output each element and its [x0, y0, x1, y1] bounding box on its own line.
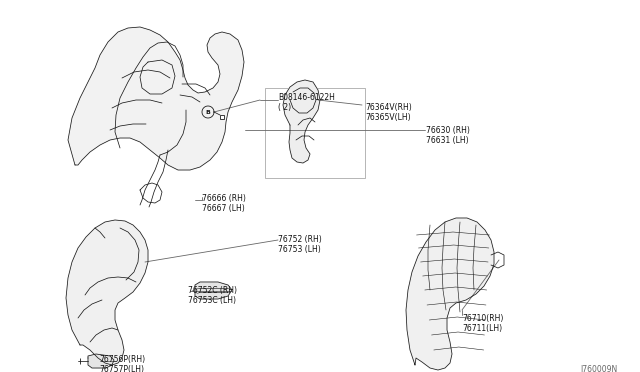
- Text: 76364V(RH)
76365V(LH): 76364V(RH) 76365V(LH): [365, 103, 412, 122]
- Polygon shape: [88, 354, 114, 368]
- Text: 76710(RH)
76711(LH): 76710(RH) 76711(LH): [462, 314, 504, 333]
- Text: 76630 (RH)
76631 (LH): 76630 (RH) 76631 (LH): [426, 126, 470, 145]
- Text: J760009N: J760009N: [580, 365, 617, 372]
- Polygon shape: [406, 218, 494, 370]
- Text: 76752C (RH)
76753C (LH): 76752C (RH) 76753C (LH): [188, 286, 237, 305]
- Text: B: B: [205, 109, 211, 115]
- Polygon shape: [66, 220, 148, 365]
- Text: 76666 (RH)
76667 (LH): 76666 (RH) 76667 (LH): [202, 194, 246, 214]
- Text: 76752 (RH)
76753 (LH): 76752 (RH) 76753 (LH): [278, 235, 322, 254]
- Polygon shape: [283, 80, 320, 163]
- Text: 76756P(RH)
76757P(LH): 76756P(RH) 76757P(LH): [99, 355, 145, 372]
- Polygon shape: [195, 282, 232, 299]
- Text: B08146-6122H
( 2): B08146-6122H ( 2): [278, 93, 335, 112]
- Polygon shape: [68, 27, 244, 170]
